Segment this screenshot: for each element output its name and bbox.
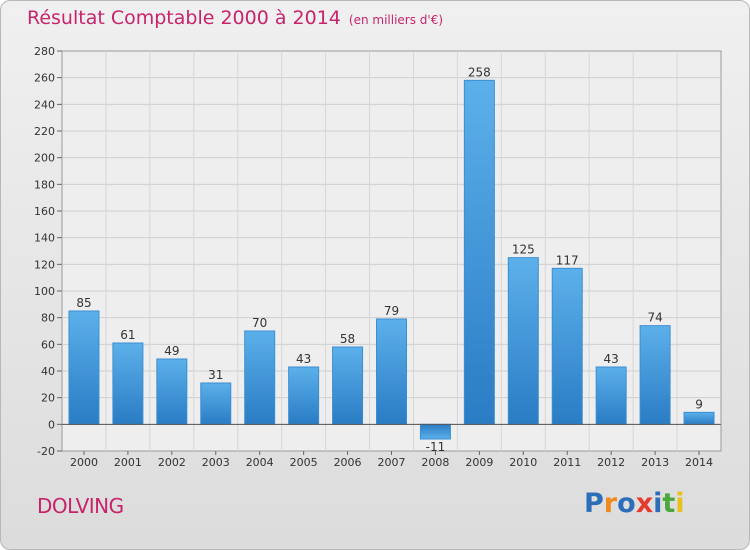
data-label: -11: [426, 440, 446, 454]
bar-2002: [156, 358, 188, 425]
logo-letter: i: [653, 488, 663, 519]
y-tick-label: 120: [34, 258, 55, 271]
x-tick-label: 2008: [421, 456, 449, 469]
data-label: 74: [647, 311, 662, 325]
bar-2014: [683, 411, 715, 425]
data-label: 58: [340, 332, 355, 346]
data-label: 79: [384, 304, 399, 318]
x-tick-label: 2011: [553, 456, 581, 469]
x-tick-label: 2010: [509, 456, 537, 469]
x-tick-label: 2007: [378, 456, 406, 469]
logo-letter: r: [603, 488, 618, 519]
data-label: 125: [512, 243, 535, 257]
x-tick-label: 2002: [158, 456, 186, 469]
bar-2006: [332, 346, 364, 425]
y-tick-label: 240: [34, 98, 55, 111]
data-label: 70: [252, 316, 267, 330]
y-tick-label: 20: [41, 392, 55, 405]
y-tick-label: 80: [41, 312, 55, 325]
bar-2005: [288, 366, 320, 425]
bar-2007: [376, 318, 407, 425]
logo-letter: o: [617, 488, 636, 519]
chart-subtitle: (en milliers d'€): [348, 13, 444, 27]
x-tick-label: 2000: [70, 456, 98, 469]
bar-2001: [112, 342, 144, 425]
data-label: 43: [604, 352, 619, 366]
bar-2004: [244, 330, 276, 425]
data-label: 49: [164, 344, 179, 358]
y-tick-label: 260: [34, 72, 55, 85]
x-tick-label: 2003: [202, 456, 230, 469]
data-label: 117: [556, 253, 579, 267]
x-tick-label: 2001: [114, 456, 142, 469]
y-tick-label: 280: [34, 45, 55, 58]
y-tick-label: 60: [41, 338, 55, 351]
data-label: 258: [468, 65, 491, 79]
y-tick-label: 0: [48, 418, 55, 431]
bar-2003: [200, 382, 232, 425]
y-tick-label: 220: [34, 125, 55, 138]
chart-title: Résultat Comptable 2000 à 2014 (en millie…: [27, 7, 444, 29]
y-tick-label: 160: [34, 205, 55, 218]
x-tick-label: 2013: [641, 456, 669, 469]
bar-2010: [507, 257, 539, 425]
proxiti-logo[interactable]: Proxiti: [584, 488, 685, 519]
bar-2000: [68, 310, 100, 425]
bar-2009: [463, 79, 495, 425]
bar-2011: [551, 267, 583, 425]
x-tick-label: 2004: [246, 456, 274, 469]
y-tick-label: 40: [41, 365, 55, 378]
data-label: 31: [208, 368, 223, 382]
y-tick-label: 140: [34, 232, 55, 245]
data-label: 85: [76, 296, 91, 310]
bar-2008: [419, 423, 451, 440]
data-label: 43: [296, 352, 311, 366]
data-label: 61: [120, 328, 135, 342]
y-tick-label: 180: [34, 178, 55, 191]
bar-2013: [639, 325, 671, 425]
x-tick-label: 2006: [334, 456, 362, 469]
x-tick-label: 2009: [465, 456, 493, 469]
y-tick-label: 100: [34, 285, 55, 298]
bar-2012: [595, 366, 627, 425]
logo-letter: i: [675, 488, 685, 519]
logo-letter: t: [662, 488, 676, 519]
logo-letter: P: [584, 488, 604, 519]
x-tick-label: 2005: [290, 456, 318, 469]
y-tick-label: 200: [34, 152, 55, 165]
x-tick-label: 2014: [685, 456, 713, 469]
data-label: 9: [695, 397, 703, 411]
y-tick-label: -20: [37, 445, 55, 458]
place-name: DOLVING: [37, 494, 124, 518]
x-tick-label: 2012: [597, 456, 625, 469]
logo-letter: x: [635, 488, 654, 519]
